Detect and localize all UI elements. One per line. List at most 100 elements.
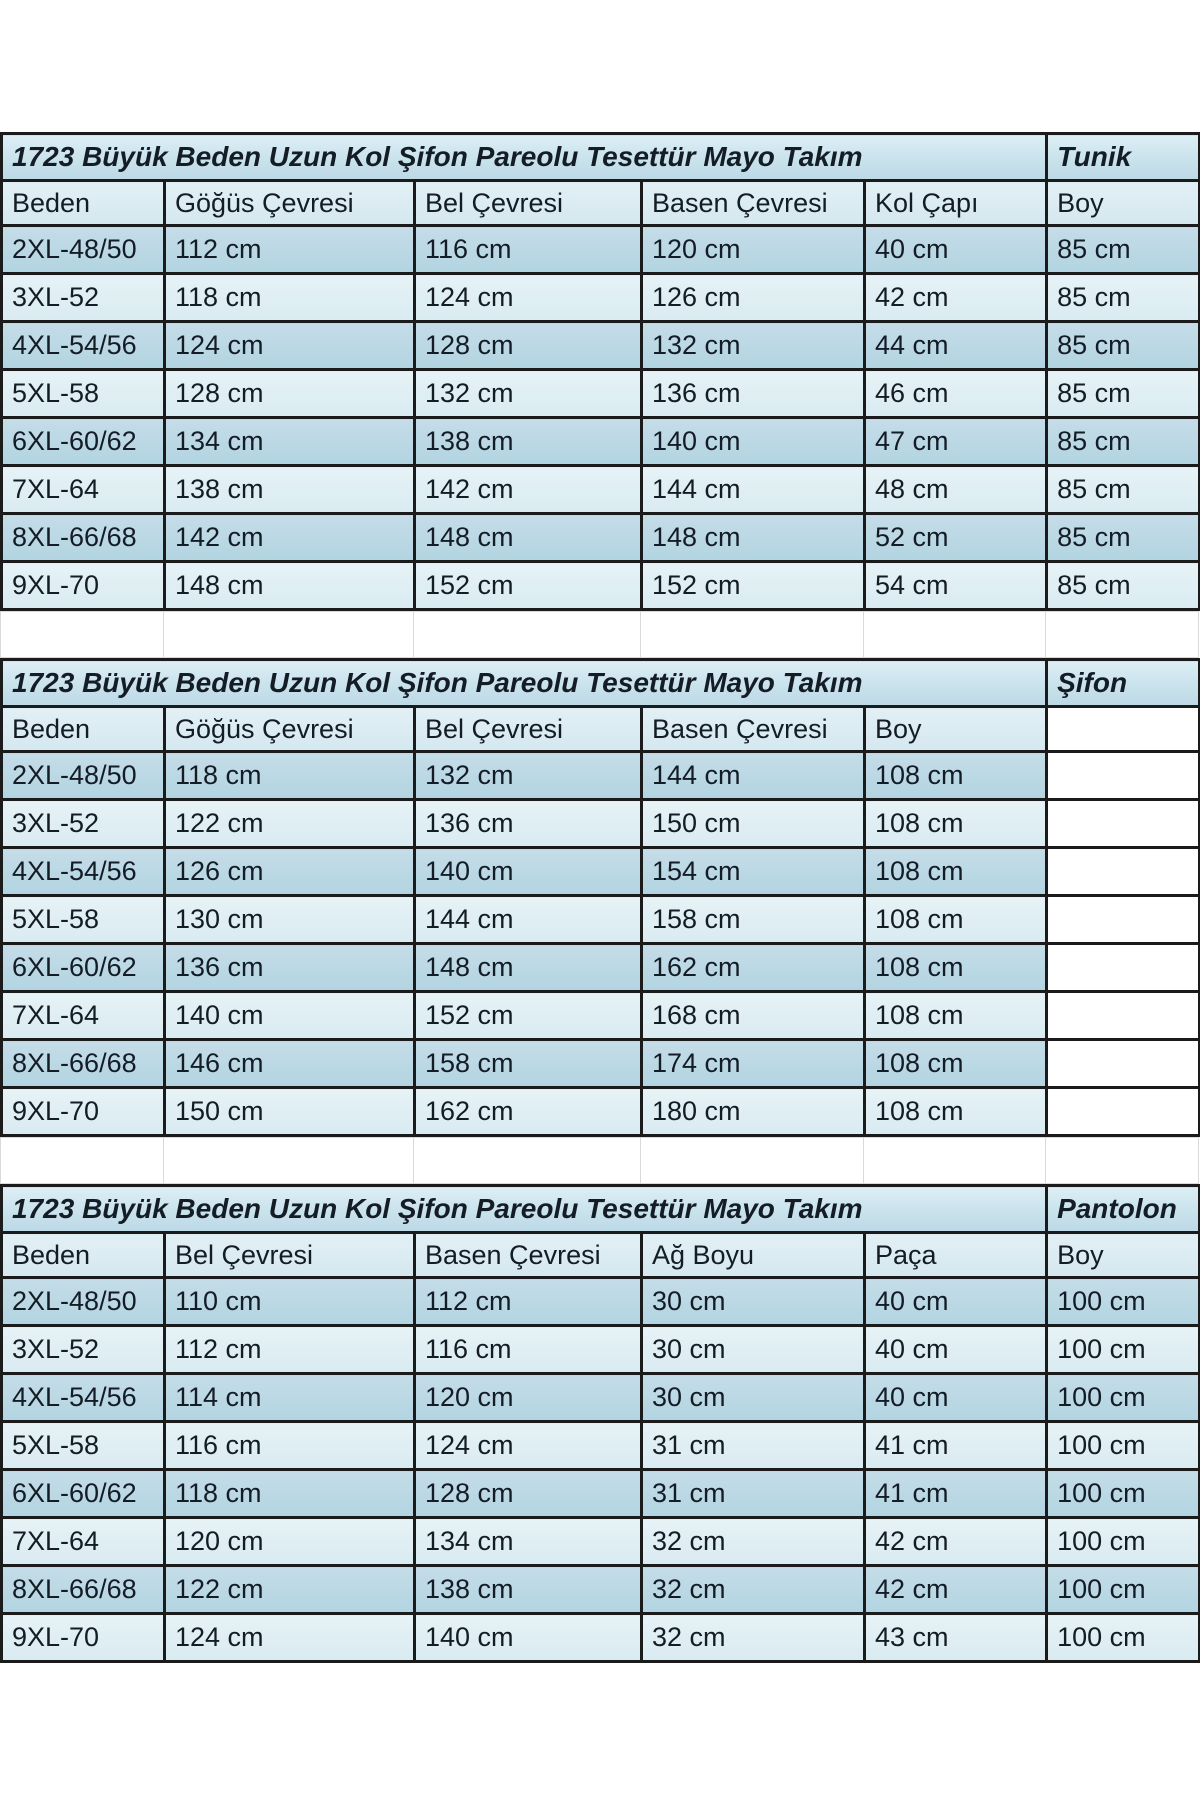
size-name-cell: 4XL-54/56 [0,320,166,371]
table-header-row: Beden Bel Çevresi Basen Çevresi Ağ Boyu Paça… [0,1231,1200,1279]
spacer-row [0,611,1199,658]
measurement-cell: 158 cm [640,894,866,945]
measurement-cell: 136 cm [163,942,416,993]
table-row: 8XL-66/68 142 cm 148 cm 148 cm 52 cm 85 cm [0,512,1200,563]
table-row: 7XL-64 140 cm 152 cm 168 cm 108 cm [0,990,1200,1041]
measurement-cell: 144 cm [640,750,866,801]
measurement-cell: 30 cm [640,1372,866,1423]
measurement-cell: 40 cm [862,224,1049,275]
table-title: 1723 Büyük Beden Uzun Kol Şifon Pareolu … [0,658,1049,708]
measurement-cell: 150 cm [163,1086,416,1137]
garment-label: Şifon [1045,658,1200,708]
table-row: 3XL-52 122 cm 136 cm 150 cm 108 cm [0,798,1200,849]
measurement-cell: 138 cm [413,1564,643,1615]
size-name-cell: 2XL-48/50 [0,224,166,275]
measurement-cell: 32 cm [640,1564,866,1615]
measurement-cell: 148 cm [640,512,866,563]
table-row: 6XL-60/62 136 cm 148 cm 162 cm 108 cm [0,942,1200,993]
column-header: Beden [0,705,166,753]
table-title: 1723 Büyük Beden Uzun Kol Şifon Pareolu … [0,1184,1049,1234]
measurement-cell: 154 cm [640,846,866,897]
measurement-cell: 41 cm [862,1468,1049,1519]
size-name-cell: 7XL-64 [0,1516,166,1567]
measurement-cell: 100 cm [1045,1372,1200,1423]
size-name-cell: 9XL-70 [0,1086,166,1137]
column-header: Paça [862,1231,1049,1279]
measurement-cell: 132 cm [413,750,643,801]
column-header: Göğüs Çevresi [163,179,416,227]
empty-sheet-cell [1045,750,1200,801]
garment-label: Pantolon [1045,1184,1200,1234]
column-header: Beden [0,1231,166,1279]
empty-sheet-cell [1045,894,1200,945]
measurement-cell: 128 cm [413,1468,643,1519]
measurement-cell: 142 cm [163,512,416,563]
measurement-cell: 132 cm [413,368,643,419]
measurement-cell: 128 cm [163,368,416,419]
measurement-cell: 85 cm [1045,512,1200,563]
size-name-cell: 3XL-52 [0,1324,166,1375]
measurement-cell: 128 cm [413,320,643,371]
measurement-cell: 130 cm [163,894,416,945]
measurement-cell: 134 cm [163,416,416,467]
table-row: 9XL-70 148 cm 152 cm 152 cm 54 cm 85 cm [0,560,1200,611]
empty-sheet-cell [1045,705,1200,753]
empty-sheet-cell [0,611,164,658]
table-row: 5XL-58 128 cm 132 cm 136 cm 46 cm 85 cm [0,368,1200,419]
column-header: Boy [1045,1231,1200,1279]
size-name-cell: 4XL-54/56 [0,1372,166,1423]
table-row: 6XL-60/62 118 cm 128 cm 31 cm 41 cm 100 cm [0,1468,1200,1519]
table-title-row: 1723 Büyük Beden Uzun Kol Şifon Pareolu … [0,132,1200,182]
size-name-cell: 5XL-58 [0,368,166,419]
table-row: 3XL-52 118 cm 124 cm 126 cm 42 cm 85 cm [0,272,1200,323]
measurement-cell: 100 cm [1045,1516,1200,1567]
measurement-cell: 108 cm [862,750,1049,801]
empty-sheet-cell [1045,846,1200,897]
size-name-cell: 7XL-64 [0,464,166,515]
measurement-cell: 100 cm [1045,1276,1200,1327]
measurement-cell: 108 cm [862,1086,1049,1137]
measurement-cell: 43 cm [862,1612,1049,1663]
measurement-cell: 180 cm [640,1086,866,1137]
measurement-cell: 100 cm [1045,1612,1200,1663]
spreadsheet-sheet: 1723 Büyük Beden Uzun Kol Şifon Pareolu … [0,132,1200,1663]
size-table-tunik: 1723 Büyük Beden Uzun Kol Şifon Pareolu … [0,132,1200,611]
table-row: 4XL-54/56 114 cm 120 cm 30 cm 40 cm 100 cm [0,1372,1200,1423]
table-row: 2XL-48/50 118 cm 132 cm 144 cm 108 cm [0,750,1200,801]
table-title-row: 1723 Büyük Beden Uzun Kol Şifon Pareolu … [0,658,1200,708]
measurement-cell: 108 cm [862,894,1049,945]
garment-label: Tunik [1045,132,1200,182]
measurement-cell: 168 cm [640,990,866,1041]
measurement-cell: 47 cm [862,416,1049,467]
measurement-cell: 100 cm [1045,1468,1200,1519]
measurement-cell: 148 cm [413,942,643,993]
table-row: 9XL-70 124 cm 140 cm 32 cm 43 cm 100 cm [0,1612,1200,1663]
table-header-row: Beden Göğüs Çevresi Bel Çevresi Basen Çevre… [0,179,1200,227]
measurement-cell: 108 cm [862,798,1049,849]
measurement-cell: 112 cm [163,1324,416,1375]
measurement-cell: 124 cm [163,1612,416,1663]
column-header: Boy [1045,179,1200,227]
table-row: 8XL-66/68 122 cm 138 cm 32 cm 42 cm 100 cm [0,1564,1200,1615]
empty-sheet-cell [1045,798,1200,849]
column-header: Bel Çevresi [163,1231,416,1279]
column-header: Kol Çapı [862,179,1049,227]
measurement-cell: 100 cm [1045,1420,1200,1471]
column-header: Basen Çevresi [640,179,866,227]
measurement-cell: 41 cm [862,1420,1049,1471]
measurement-cell: 118 cm [163,272,416,323]
empty-sheet-cell [863,611,1046,658]
empty-sheet-cell [863,1137,1046,1184]
empty-sheet-cell [1045,1137,1199,1184]
empty-sheet-cell [640,1137,864,1184]
measurement-cell: 122 cm [163,1564,416,1615]
empty-sheet-cell [0,1137,164,1184]
table-row: 3XL-52 112 cm 116 cm 30 cm 40 cm 100 cm [0,1324,1200,1375]
measurement-cell: 142 cm [413,464,643,515]
size-table-sifon: 1723 Büyük Beden Uzun Kol Şifon Pareolu … [0,658,1200,1137]
table-title: 1723 Büyük Beden Uzun Kol Şifon Pareolu … [0,132,1049,182]
measurement-cell: 108 cm [862,990,1049,1041]
measurement-cell: 44 cm [862,320,1049,371]
size-name-cell: 7XL-64 [0,990,166,1041]
measurement-cell: 42 cm [862,1564,1049,1615]
